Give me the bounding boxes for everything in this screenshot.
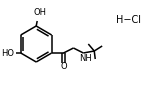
- Text: O: O: [60, 62, 67, 71]
- Text: H−Cl: H−Cl: [116, 15, 141, 25]
- Text: HO: HO: [1, 48, 14, 58]
- Text: OH: OH: [34, 8, 47, 17]
- Text: NH: NH: [79, 54, 92, 63]
